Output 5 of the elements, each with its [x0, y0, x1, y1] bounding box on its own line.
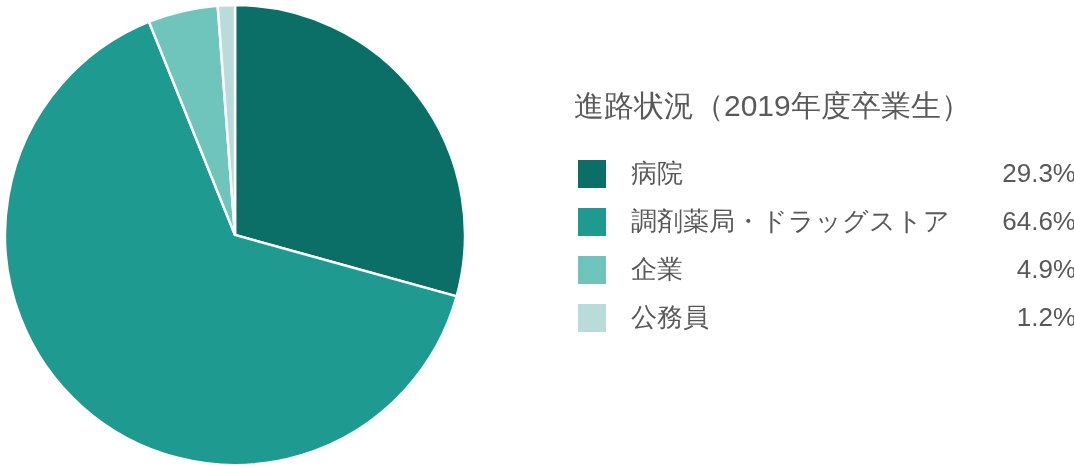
legend-label: 企業 — [631, 254, 683, 284]
text: 進路状況（2019年度卒業生） — [574, 89, 971, 122]
legend-label: 調剤薬局・ドラッグストア — [631, 206, 950, 236]
legend-label: 公務員 — [631, 302, 709, 332]
legend-label: 病院 — [631, 158, 683, 188]
